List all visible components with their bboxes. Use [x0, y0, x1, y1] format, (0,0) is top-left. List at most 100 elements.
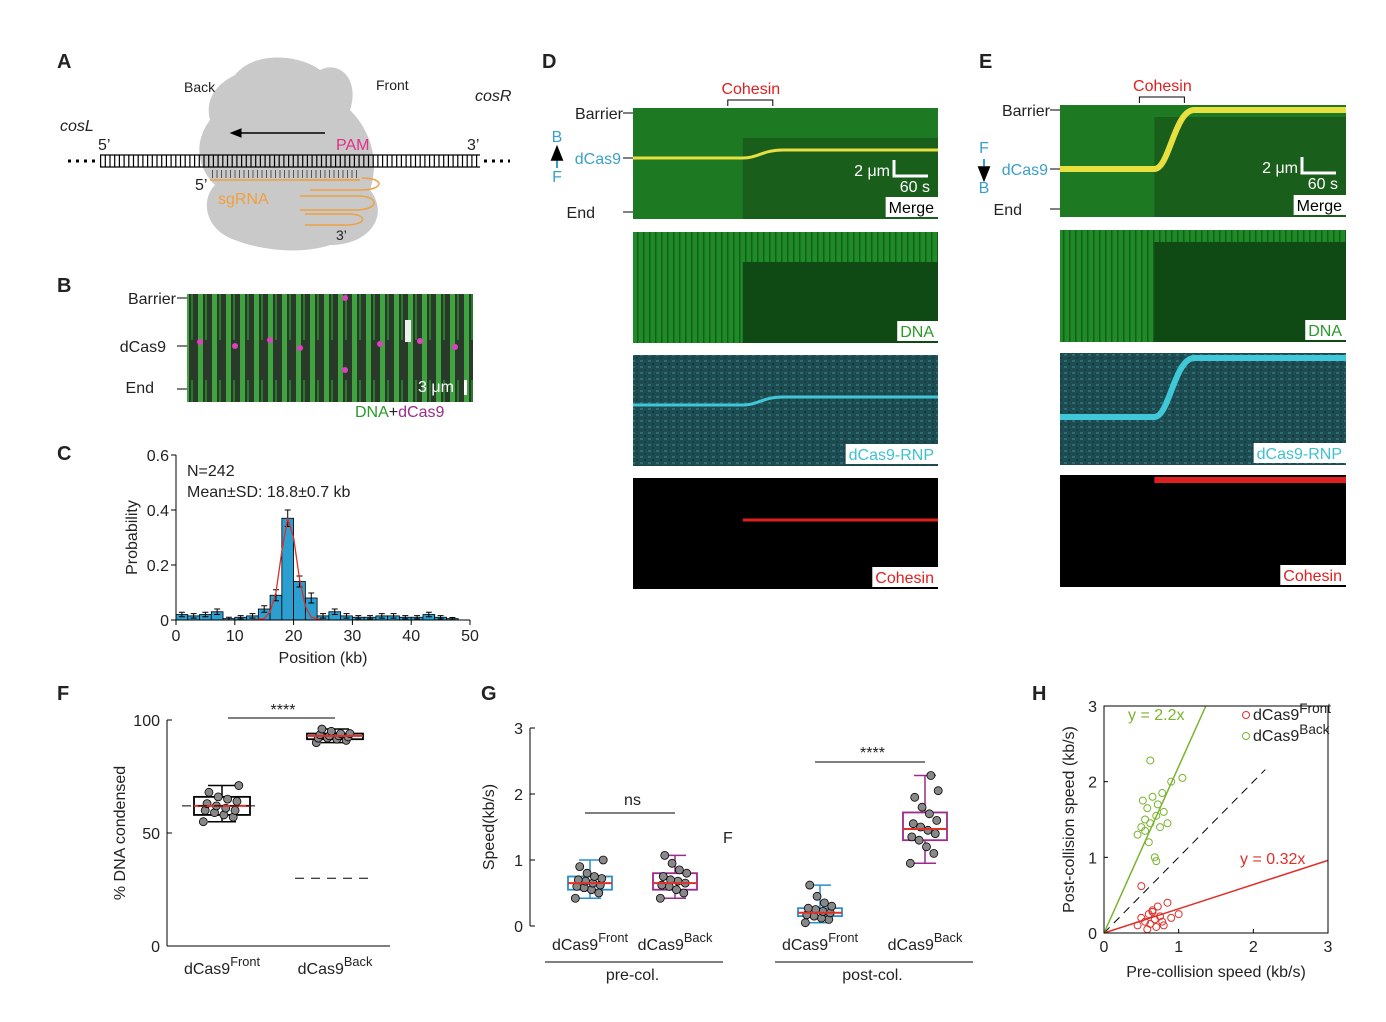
kymographs: Merge DNA dCas9-RNP Cohesin Cohesin Barrier dC… — [550, 78, 1347, 589]
tick-label: 0.6 — [147, 448, 169, 465]
point — [204, 787, 214, 797]
error-bar — [390, 613, 397, 619]
x-axis-label: Pre-collision speed (kb/s) — [1126, 964, 1306, 981]
tick-label: 2 — [514, 787, 523, 804]
track — [1060, 355, 1346, 420]
error-bar — [214, 608, 221, 615]
point — [675, 865, 684, 875]
point — [1158, 789, 1167, 798]
point — [929, 849, 939, 858]
label-text: dCas9 — [184, 961, 230, 978]
error-bar — [320, 613, 326, 619]
point — [679, 888, 689, 898]
point — [1138, 796, 1147, 805]
tick-label: 0 — [1088, 926, 1097, 943]
scale-label: 60 s — [1308, 176, 1338, 193]
axis — [175, 455, 470, 621]
cohesin-label: Cohesin — [1133, 78, 1192, 95]
error-bar — [331, 608, 338, 615]
legend-text: dCas9 — [398, 404, 444, 421]
point — [1163, 819, 1172, 828]
label: 3’ — [336, 227, 347, 243]
point — [805, 880, 815, 890]
point — [597, 874, 607, 883]
legend-sup: Front — [1299, 701, 1331, 716]
point — [1137, 882, 1146, 891]
error-bar — [437, 615, 444, 620]
tick-label: 3 — [514, 721, 523, 738]
category-label: dCas9Back — [888, 930, 963, 954]
point — [1156, 823, 1164, 832]
cohesin-bracket — [727, 99, 774, 106]
point — [930, 829, 940, 838]
label-sup: Front — [230, 954, 260, 969]
end-label: End — [994, 202, 1022, 219]
panel-letter: B — [57, 275, 71, 297]
point — [1153, 800, 1162, 809]
point — [933, 786, 943, 796]
point — [570, 893, 580, 903]
label: cosL — [60, 118, 94, 135]
panel-letter: D — [542, 51, 556, 73]
point — [317, 724, 327, 734]
direction: B — [552, 129, 563, 146]
point — [1163, 898, 1172, 907]
tick-label: 50 — [142, 826, 160, 843]
tick-label: 50 — [461, 628, 479, 645]
point — [1148, 907, 1157, 916]
cohesin-label: Cohesin — [721, 81, 780, 98]
point — [1143, 925, 1152, 934]
tick-label: 1 — [514, 853, 523, 870]
point — [658, 872, 668, 881]
point — [598, 855, 608, 865]
scale-bar — [1300, 157, 1336, 175]
point — [910, 792, 920, 802]
label-sup: Front — [598, 930, 628, 945]
dcas9-label: dCas9 — [1002, 162, 1048, 179]
barrier-label: Barrier — [1002, 103, 1051, 120]
error-bar — [425, 611, 432, 618]
scale-label: 3 μm — [418, 379, 454, 396]
point — [1156, 912, 1164, 921]
channel-label: DNA — [900, 324, 934, 341]
x-axis-label: Position (kb) — [279, 650, 368, 667]
point — [827, 901, 837, 911]
legend-text: dCas9 — [1253, 707, 1299, 724]
label-text: dCas9 — [638, 937, 684, 954]
point — [213, 792, 223, 802]
tick-label: 0 — [160, 613, 169, 630]
channel-label: dCas9-RNP — [849, 447, 934, 464]
channel-label-bg — [872, 567, 938, 587]
point — [1148, 792, 1157, 801]
category-label: dCas9Back — [638, 930, 713, 954]
channel-label: dCas9-RNP — [1257, 446, 1342, 463]
point — [905, 858, 915, 868]
stray-label: F — [723, 830, 733, 847]
significance: **** — [860, 745, 885, 762]
group-label: pre-col. — [606, 967, 659, 984]
tick-label: 0 — [1100, 939, 1109, 956]
point — [1133, 921, 1142, 930]
tick-label: 0 — [514, 919, 523, 936]
error-bar — [308, 592, 315, 604]
tick-label: 0 — [172, 628, 181, 645]
label: cosR — [475, 88, 512, 105]
point — [926, 771, 936, 780]
point — [1159, 921, 1168, 930]
label-sup: Back — [934, 930, 963, 945]
point — [1143, 804, 1152, 813]
category-label: dCas9Front — [552, 930, 629, 954]
channel-label: DNA — [1308, 323, 1342, 340]
label: Barrier — [128, 291, 177, 308]
fit-label: y = 0.32x — [1240, 851, 1305, 868]
channel-label-bg — [1305, 320, 1347, 340]
panel-letter: A — [57, 51, 71, 73]
label-text: dCas9 — [552, 937, 598, 954]
track — [633, 395, 938, 407]
label-text: dCas9 — [298, 961, 344, 978]
point — [820, 898, 829, 908]
point — [917, 802, 927, 812]
channel-label-bg — [845, 444, 938, 464]
point — [923, 825, 933, 835]
error-bar — [190, 613, 197, 619]
